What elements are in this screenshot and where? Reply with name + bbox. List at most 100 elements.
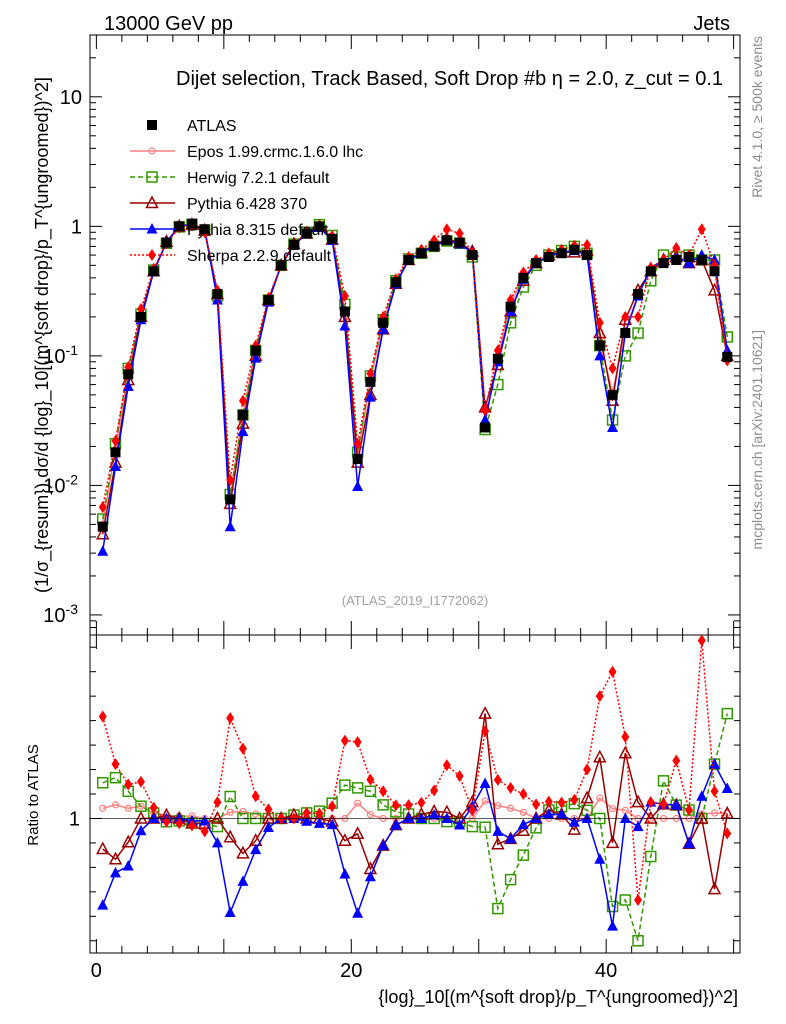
- series-5-point: [493, 344, 502, 357]
- series-4-ratio-point: [390, 819, 402, 830]
- series-2-ratio-point: [504, 873, 517, 886]
- series-3-ratio-point: [96, 841, 110, 855]
- series-4-ratio-point: [568, 816, 580, 827]
- legend-label: Herwig 7.2.1 default: [187, 170, 330, 187]
- chart-title: Dijet selection, Track Based, Soft Drop …: [176, 68, 723, 90]
- legend: ATLAS Epos 1.99.crmc.1.6.0 lhc Herwig 7.2.…: [130, 118, 363, 265]
- series-5-ratio-point: [264, 803, 273, 816]
- series-4-ratio-point: [721, 782, 733, 794]
- legend-label: Sherpa 2.2.9 default: [187, 248, 332, 265]
- series-0-point: [225, 494, 236, 505]
- series-4-ratio-point: [352, 907, 364, 918]
- series-4-point: [122, 380, 134, 392]
- series-5-ratio-point: [124, 778, 133, 791]
- series-2-ratio-point: [721, 707, 734, 720]
- series-3-ratio-point: [108, 851, 123, 865]
- series-0-point: [212, 289, 223, 300]
- series-5-ratio-point: [391, 799, 400, 812]
- series-2-ratio-point: [339, 779, 351, 791]
- series-5-point: [111, 435, 120, 448]
- series-4-point: [594, 349, 606, 361]
- series-4-ratio-point: [492, 825, 504, 836]
- series-0-point: [301, 228, 312, 239]
- legend-marker: [148, 249, 156, 261]
- series-3-ratio-point: [134, 810, 148, 824]
- series-4-point: [709, 253, 721, 265]
- series-1-ratio-point: [111, 801, 120, 809]
- series-5-point: [238, 394, 247, 407]
- ratio-y-axis-label: Ratio to ATLAS: [25, 744, 42, 845]
- series-0-point: [97, 521, 108, 532]
- ratio-plot-frame: [89, 634, 741, 954]
- series-0-point: [467, 250, 478, 261]
- series-5-ratio-point: [570, 793, 579, 806]
- series-2-line: [101, 223, 729, 520]
- series-0-point: [429, 241, 440, 252]
- series-0-point: [671, 254, 682, 265]
- series-0-point: [645, 266, 656, 277]
- series-2-ratio-point: [645, 850, 657, 863]
- header-left: 13000 GeV pp: [104, 13, 233, 35]
- series-0-point: [582, 250, 593, 261]
- series-0-point: [403, 254, 414, 265]
- series-3-ratio-point: [516, 823, 531, 836]
- y-axis-label: (1/σ_{resum}) dσ/d {log}_10[(m^{soft dro…: [32, 77, 53, 593]
- series-1-ratio-point: [239, 807, 247, 816]
- series-0-point: [365, 376, 376, 387]
- series-5-ratio-point: [340, 734, 349, 747]
- series-0-point: [186, 218, 197, 229]
- series-2-ratio-point: [479, 821, 491, 833]
- series-2-ratio-point: [466, 820, 479, 833]
- series-3-ratio-point: [631, 794, 645, 808]
- series-4-ratio-point: [122, 860, 134, 871]
- series-3-ratio-point: [605, 835, 620, 849]
- series-2-ratio-point: [109, 771, 122, 784]
- series-4-point: [97, 545, 109, 556]
- series-4-ratio-point: [262, 821, 274, 833]
- series-3-ratio-line: [102, 713, 729, 890]
- series-5-ratio-point: [149, 801, 158, 814]
- series-4-point: [224, 520, 236, 532]
- series-5-ratio-point: [493, 773, 502, 786]
- series-4-ratio-point: [594, 853, 606, 864]
- series-3-ratio-point: [338, 833, 352, 846]
- series-5-point: [697, 223, 706, 236]
- series-5-ratio-point: [187, 819, 196, 832]
- x-axis-label: {log}_10[(m^{soft drop}/p_T^{ungroomed})…: [378, 987, 738, 1008]
- series-5-ratio-point: [481, 725, 490, 738]
- series-4-ratio-point: [607, 920, 619, 931]
- series-3-line: [101, 223, 729, 535]
- series-1-ratio-point: [354, 799, 362, 807]
- series-5-ratio-point: [506, 781, 515, 794]
- series-5-ratio-point: [200, 825, 209, 838]
- series-5-ratio-line: [101, 640, 729, 901]
- series-0-point: [569, 244, 580, 255]
- series-0-point: [288, 239, 299, 250]
- series-0-point: [161, 237, 172, 248]
- legend-label: Pythia 6.428 370: [187, 196, 307, 213]
- series-0-point: [327, 233, 338, 244]
- y-tick-label: 10-3: [43, 601, 78, 627]
- series-2-ratio-point: [492, 902, 504, 915]
- series-2-ratio-point: [96, 777, 109, 789]
- x-tick-label: 40: [595, 960, 617, 982]
- series-5-ratio-point: [238, 742, 247, 755]
- series-4-ratio-point: [543, 808, 555, 819]
- series-0-point: [250, 345, 261, 356]
- series-5-ratio-point: [302, 806, 311, 819]
- series-4-point: [607, 421, 619, 432]
- series-5-point: [442, 223, 451, 236]
- series-4-ratio-point: [237, 875, 249, 886]
- series-5-ratio-point: [659, 798, 668, 811]
- series-5-ratio-point: [455, 770, 464, 783]
- series-5-point: [595, 316, 604, 329]
- series-5-ratio-point: [226, 712, 235, 725]
- series-4-ratio-point: [619, 812, 631, 823]
- series-0-point: [339, 306, 350, 317]
- series-5-ratio-point: [646, 796, 655, 809]
- series-3-ratio-point: [720, 805, 734, 819]
- legend-label: Pythia 8.315 default: [187, 222, 329, 239]
- series-4-ratio-point: [403, 812, 415, 823]
- series-5-ratio-point: [697, 634, 706, 647]
